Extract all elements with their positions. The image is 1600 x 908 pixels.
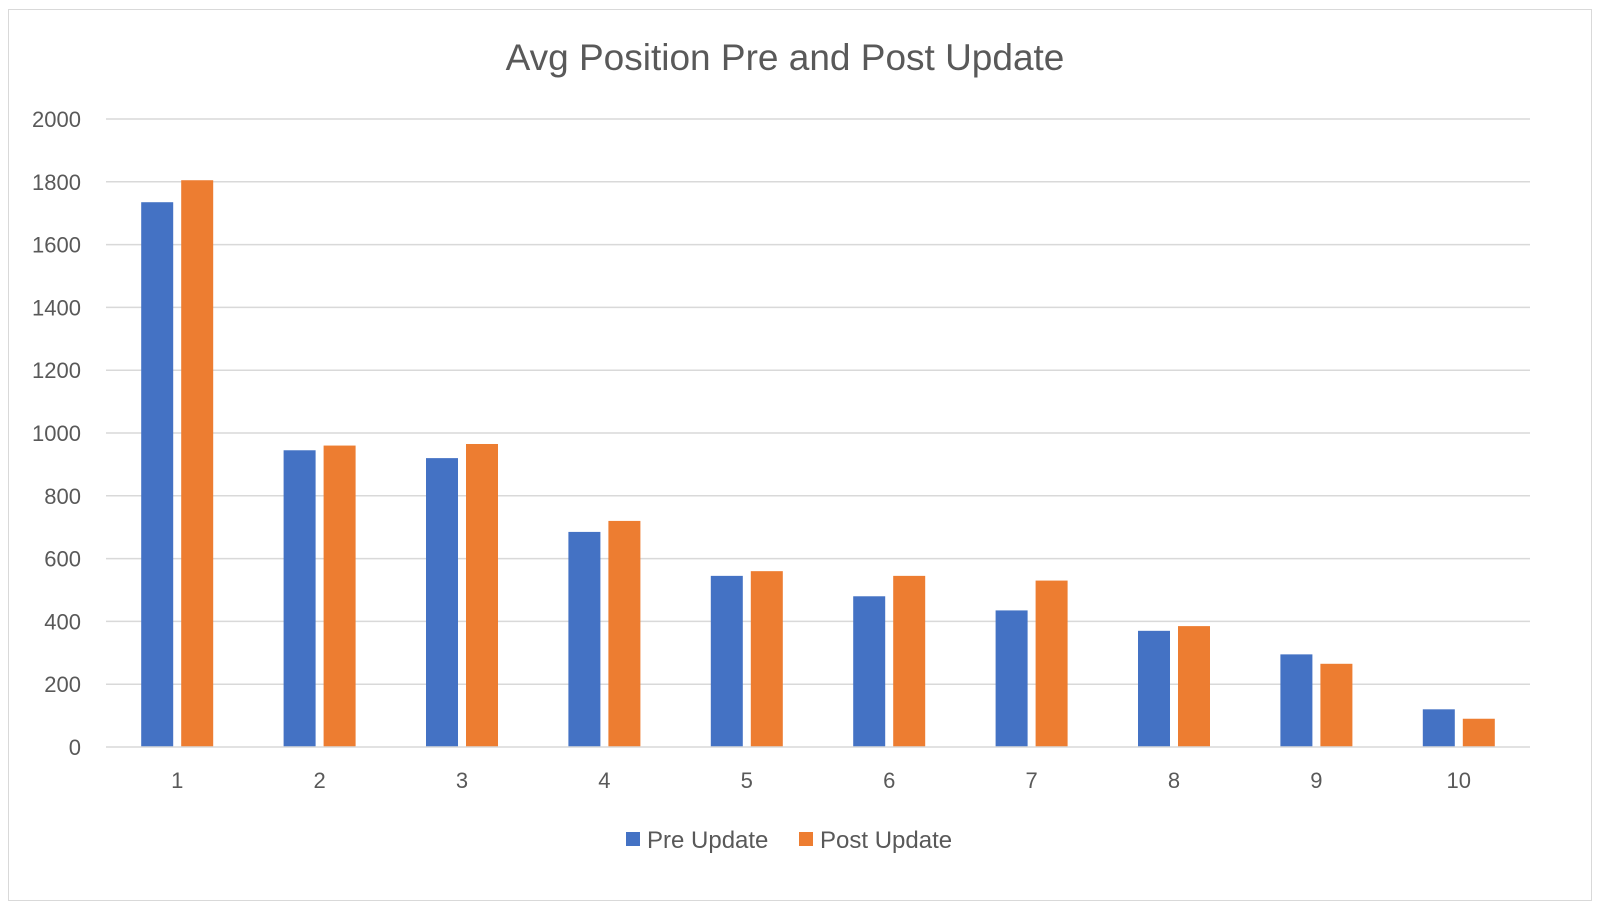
bars <box>141 180 1495 748</box>
bar-post-update-2 <box>323 445 356 747</box>
bar-post-update-5 <box>750 571 783 747</box>
chart-title: Avg Position Pre and Post Update <box>506 37 1065 78</box>
bar-post-update-4 <box>608 520 641 747</box>
legend-swatch-post-update <box>799 832 813 846</box>
legend-swatch-pre-update <box>626 832 640 846</box>
bar-pre-update-6 <box>853 596 886 747</box>
y-tick-label: 1600 <box>32 233 81 258</box>
x-tick-label: 9 <box>1310 768 1322 793</box>
y-tick-label: 1000 <box>32 421 81 446</box>
bar-pre-update-2 <box>283 450 316 747</box>
x-tick-label: 3 <box>456 768 468 793</box>
x-tick-label: 4 <box>598 768 610 793</box>
gridlines <box>106 118 1530 685</box>
y-tick-label: 1400 <box>32 295 81 320</box>
y-tick-label: 800 <box>44 484 81 509</box>
bar-pre-update-4 <box>568 531 601 747</box>
bar-post-update-7 <box>1035 580 1068 747</box>
bar-post-update-8 <box>1178 626 1210 747</box>
x-tick-label: 1 <box>171 768 183 793</box>
bar-post-update-9 <box>1320 663 1353 747</box>
x-tick-label: 5 <box>741 768 753 793</box>
x-tick-label: 6 <box>883 768 895 793</box>
x-tick-label: 10 <box>1447 768 1471 793</box>
legend-label-post-update: Post Update <box>820 827 952 854</box>
bar-post-update-1 <box>181 180 214 748</box>
legend-label-pre-update: Pre Update <box>647 827 768 854</box>
bar-pre-update-3 <box>426 458 458 747</box>
y-tick-label: 1200 <box>32 358 81 383</box>
y-axis-ticks: 0 200 400 600 800 1000 1200 1400 1600 1800 2000 <box>32 107 81 760</box>
chart-frame: Avg Position Pre and Post Update 0 200 400… <box>8 9 1592 901</box>
x-tick-label: 8 <box>1168 768 1180 793</box>
x-tick-label: 2 <box>313 768 325 793</box>
bar-pre-update-5 <box>710 575 743 747</box>
y-tick-label: 600 <box>44 547 81 572</box>
bar-pre-update-8 <box>1138 630 1170 747</box>
bar-chart: Avg Position Pre and Post Update 0 200 400… <box>32 37 1530 854</box>
bar-pre-update-9 <box>1280 654 1313 747</box>
x-tick-label: 7 <box>1025 768 1037 793</box>
bar-pre-update-1 <box>141 202 174 747</box>
y-tick-label: 1800 <box>32 170 81 195</box>
y-tick-label: 2000 <box>32 107 81 132</box>
y-tick-label: 0 <box>69 735 81 760</box>
y-tick-label: 400 <box>44 609 81 634</box>
bar-post-update-10 <box>1462 718 1495 747</box>
bar-pre-update-7 <box>995 610 1028 747</box>
bar-post-update-3 <box>466 443 498 747</box>
y-tick-label: 200 <box>44 672 81 697</box>
bar-post-update-6 <box>893 575 926 747</box>
x-axis-ticks: 1 2 3 4 5 6 7 8 9 10 <box>171 768 1471 793</box>
legend: Pre Update Post Update <box>626 827 952 854</box>
bar-pre-update-10 <box>1422 709 1455 747</box>
